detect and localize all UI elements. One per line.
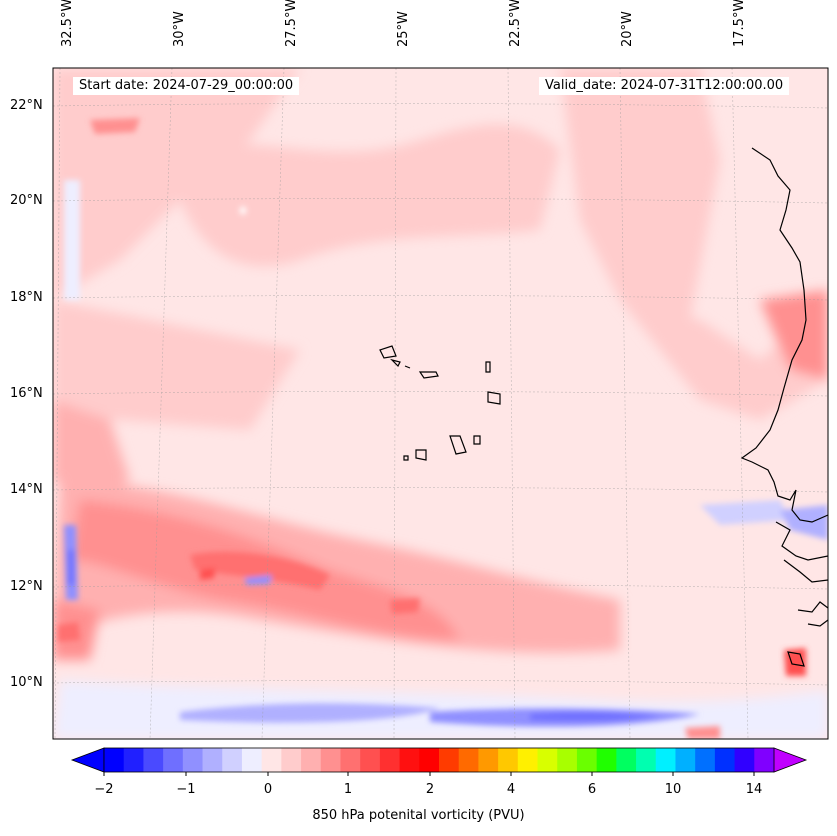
colorbar-segment bbox=[261, 748, 282, 772]
cb-tick-6: 6 bbox=[587, 782, 597, 797]
cb-tick-1: −1 bbox=[176, 782, 196, 797]
cb-tick-7: 10 bbox=[664, 782, 682, 797]
colorbar-segment bbox=[202, 748, 223, 772]
colorbar-segment bbox=[675, 748, 696, 772]
colorbar-frame bbox=[103, 747, 775, 773]
colorbar-segment bbox=[399, 748, 420, 772]
colorbar-segment bbox=[143, 748, 164, 772]
colorbar-segment bbox=[104, 748, 125, 772]
colorbar-segment bbox=[320, 748, 341, 772]
colorbar-segment bbox=[163, 748, 184, 772]
colorbar-segment bbox=[655, 748, 676, 772]
cb-tick-8: 14 bbox=[745, 782, 763, 797]
lat-label-18n: 18°N bbox=[10, 290, 43, 305]
colorbar-segment bbox=[281, 748, 302, 772]
lat-label-14n: 14°N bbox=[10, 482, 43, 497]
colorbar-segment bbox=[478, 748, 499, 772]
pv-field bbox=[53, 68, 828, 739]
lat-label-12n: 12°N bbox=[10, 579, 43, 594]
colorbar-segment bbox=[241, 748, 263, 772]
colorbar-segment bbox=[379, 748, 401, 772]
colorbar-extend-min bbox=[70, 747, 105, 773]
colorbar-segment bbox=[498, 748, 519, 772]
colorbar-segment bbox=[616, 748, 637, 772]
start-date-label: Start date: 2024-07-29_00:00:00 bbox=[73, 77, 300, 95]
colorbar-segment bbox=[714, 748, 736, 772]
colorbar-segment bbox=[360, 748, 381, 772]
colorbar-label: 850 hPa potenital vorticity (PVU) bbox=[312, 808, 525, 823]
lat-label-10n: 10°N bbox=[10, 675, 43, 690]
colorbar-segment bbox=[557, 748, 578, 772]
colorbar-segment bbox=[439, 748, 460, 772]
coastline bbox=[740, 147, 828, 667]
colorbar-segment bbox=[734, 748, 755, 772]
colorbar-segment bbox=[340, 748, 361, 772]
colorbar-segment bbox=[636, 748, 657, 772]
colorbar-segment bbox=[517, 748, 539, 772]
cape-verde-islands bbox=[379, 345, 501, 461]
cb-tick-4: 2 bbox=[425, 782, 435, 797]
colorbar-segment bbox=[222, 748, 243, 772]
valid-date-label: Valid_date: 2024-07-31T12:00:00.00 bbox=[539, 77, 790, 95]
cb-tick-2: 0 bbox=[263, 782, 273, 797]
colorbar-segment bbox=[301, 748, 322, 772]
colorbar-segment bbox=[458, 748, 479, 772]
colorbar-segment bbox=[182, 748, 204, 772]
lat-label-16n: 16°N bbox=[10, 386, 43, 401]
map-frame bbox=[52, 67, 829, 740]
colorbar-segment bbox=[576, 748, 598, 772]
colorbar-segment bbox=[537, 748, 558, 772]
cb-tick-0: −2 bbox=[94, 782, 114, 797]
cb-tick-3: 1 bbox=[343, 782, 353, 797]
graticule bbox=[53, 68, 828, 739]
colorbar-segment bbox=[123, 748, 144, 772]
colorbar-segment bbox=[596, 748, 617, 772]
colorbar-segment bbox=[754, 748, 775, 772]
lat-label-20n: 20°N bbox=[10, 193, 43, 208]
colorbar-extend-max bbox=[773, 747, 808, 773]
colorbar-segment bbox=[695, 748, 716, 772]
lat-label-22n: 22°N bbox=[10, 98, 43, 113]
cb-tick-5: 4 bbox=[506, 782, 516, 797]
colorbar-segment bbox=[419, 748, 440, 772]
